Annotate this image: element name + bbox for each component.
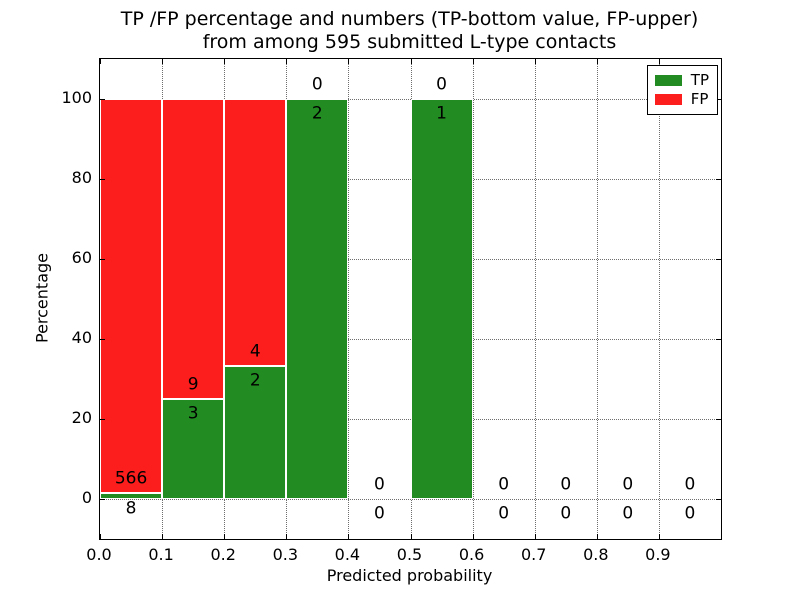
tp-count-label: 8 [125,498,137,519]
fp-count-label: 566 [114,468,148,489]
vertical-gridline [472,59,474,539]
vertical-gridline [658,59,660,539]
y-tick-right [716,259,721,260]
fp-count-label: 0 [560,474,572,495]
x-tick-label: 0.8 [583,545,609,564]
fp-bar-segment [224,99,287,366]
tp-count-label: 0 [560,503,572,524]
tp-count-label: 1 [436,103,447,124]
fp-legend-swatch [654,94,682,105]
y-tick-label: 100 [61,88,92,107]
chart-title-line1: TP /FP percentage and numbers (TP-bottom… [120,8,699,30]
y-tick-right [716,339,721,340]
tp-count-label: 0 [374,503,385,524]
x-tick-top [658,59,660,64]
y-tick-left [100,259,105,260]
x-tick-label: 0.3 [272,545,299,564]
x-tick-top [410,59,412,64]
legend-row-fp: FP [654,90,709,109]
x-tick-top [162,59,164,64]
x-tick-top [286,59,288,64]
x-tick-label: 0.6 [458,545,485,564]
y-tick-left [100,179,105,180]
y-tick-right [716,499,721,500]
x-axis-label: Predicted probability [326,566,493,585]
y-tick-label: 0 [81,488,92,507]
y-tick-left [100,99,105,100]
x-tick-bottom [348,534,350,539]
x-tick-bottom [286,534,288,539]
vertical-gridline [596,59,598,539]
tp-count-label: 2 [249,370,261,391]
y-tick-label: 80 [71,168,92,187]
fp-count-label: 0 [436,74,447,95]
x-tick-label: 0.7 [520,545,547,564]
y-tick-left [100,419,105,420]
vertical-gridline [348,59,350,539]
fp-count-label: 9 [187,374,199,395]
vertical-gridline [534,59,536,539]
tp-count-label: 2 [311,103,323,124]
legend-row-tp: TP [654,71,709,90]
x-tick-bottom [658,534,660,539]
tp-bar-segment [100,493,163,499]
x-tick-label: 0.9 [645,545,671,564]
y-tick-left [100,499,105,500]
tp-bar-segment [410,99,473,499]
fp-count-label: 0 [374,474,385,495]
x-tick-bottom [410,534,412,539]
legend: TP FP [646,65,718,115]
x-tick-label: 0.4 [334,545,361,564]
tp-count-label: 3 [187,403,199,424]
y-tick-label: 20 [71,408,92,427]
tp-legend-swatch [654,75,682,86]
x-tick-label: 0.0 [86,545,112,564]
fp-count-label: 4 [249,341,261,362]
x-tick-label: 0.5 [396,545,423,564]
fp-legend-label: FP [690,90,709,108]
fp-count-label: 0 [622,474,634,495]
tp-bar-segment [286,99,349,499]
x-tick-bottom [472,534,474,539]
x-tick-bottom [100,534,101,539]
y-tick-right [716,179,721,180]
x-tick-top [224,59,226,64]
x-tick-bottom [534,534,536,539]
fp-count-label: 0 [684,474,696,495]
x-tick-label: 0.1 [148,545,174,564]
y-tick-left [100,339,105,340]
x-tick-bottom [162,534,164,539]
tp-count-label: 0 [684,503,696,524]
tp-count-label: 0 [498,503,510,524]
fp-count-label: 0 [311,74,323,95]
tp-bar-segment [162,399,225,499]
x-tick-top [100,59,101,64]
fp-bar-segment [162,99,225,399]
fp-count-label: 0 [498,474,510,495]
chart-title-line2: from among 595 submitted L-type contacts [202,31,617,53]
y-tick-right [716,99,721,100]
x-tick-bottom [224,534,226,539]
x-tick-top [596,59,598,64]
x-tick-bottom [596,534,598,539]
tp-bar-segment [224,365,287,499]
x-tick-label: 0.2 [210,545,236,564]
tp-legend-label: TP [690,71,709,89]
horizontal-gridline [100,499,721,500]
tp-count-label: 0 [622,503,634,524]
y-tick-label: 60 [71,248,92,267]
fp-bar-segment [100,99,163,494]
y-tick-right [716,419,721,420]
x-tick-top [534,59,536,64]
x-tick-top [348,59,350,64]
x-tick-top [472,59,474,64]
y-tick-label: 40 [71,328,92,347]
plot-area: 566 8 9 3 4 2 0 2 0 0 0 1 0 0 0 0 0 0 0 0 TP FP [99,58,722,540]
